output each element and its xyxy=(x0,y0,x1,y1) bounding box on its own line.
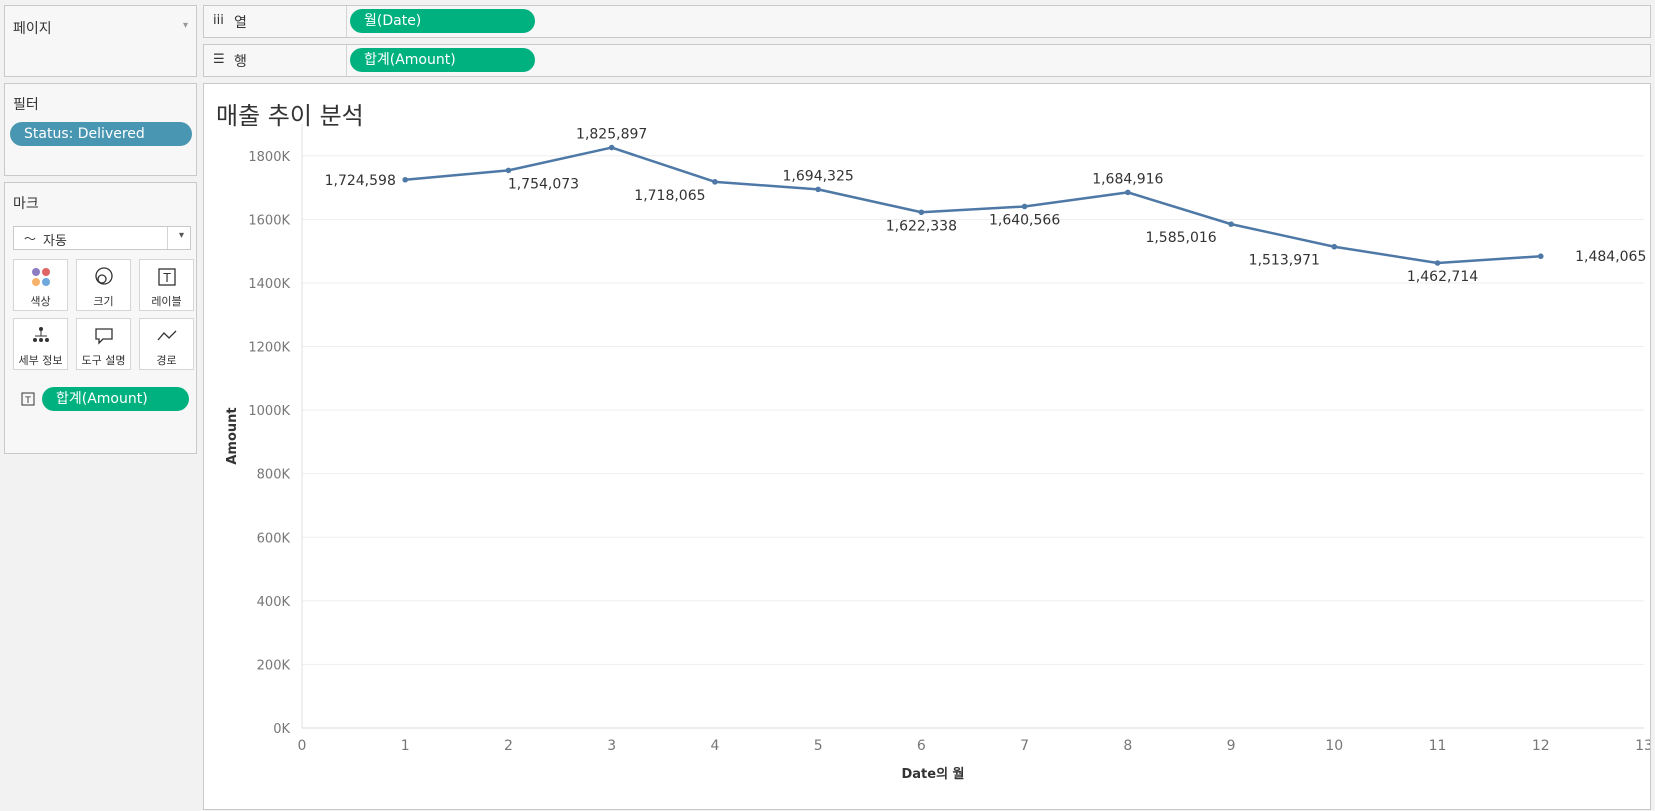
y-tick-label: 0K xyxy=(273,722,290,737)
data-label: 1,718,065 xyxy=(634,188,705,204)
mark-type-value: 자동 xyxy=(43,234,67,249)
data-label: 1,825,897 xyxy=(576,127,647,143)
data-label: 1,694,325 xyxy=(783,168,854,184)
filters-panel: 필터 Status: Delivered xyxy=(4,83,197,176)
y-axis-title: Amount xyxy=(225,407,240,464)
mark-type-divider xyxy=(167,227,168,249)
pages-title: 페이지 xyxy=(13,21,52,37)
series-line xyxy=(405,146,1541,265)
y-tick-label: 1800K xyxy=(248,150,290,165)
columns-label-text: 열 xyxy=(234,15,247,31)
detail-button[interactable]: 세부 정보 xyxy=(13,318,68,370)
y-tick-label: 1400K xyxy=(248,277,290,292)
y-tick-label: 1000K xyxy=(248,404,290,419)
y-tick-label: 800K xyxy=(257,468,291,483)
y-tick-label: 200K xyxy=(257,658,291,673)
pages-panel: 페이지 ▾ xyxy=(4,5,197,77)
line-chart: 0K200K400K600K800K1000K1200K1400K1600K18… xyxy=(225,124,1650,782)
x-tick-label: 6 xyxy=(917,738,926,754)
label-label: 레이블 xyxy=(151,295,182,308)
mark-type-select[interactable]: 〜 자동 ▾ xyxy=(13,226,191,250)
columns-shelf-label: iii 열 xyxy=(204,6,347,37)
data-point xyxy=(1331,243,1338,250)
data-point xyxy=(1228,221,1234,227)
data-point xyxy=(712,179,718,185)
path-icon xyxy=(140,325,193,347)
x-axis-title: Date의 월 xyxy=(901,766,964,782)
marks-title: 마크 xyxy=(13,196,39,212)
rows-label-text: 행 xyxy=(234,54,247,70)
x-tick-label: 11 xyxy=(1429,738,1447,754)
x-tick-label: 2 xyxy=(504,738,513,754)
tooltip-icon xyxy=(77,325,130,347)
chart-view: 매출 추이 분석 0K 200K 400K 600K 800K 1000K 1200K 140… xyxy=(203,83,1651,810)
size-button[interactable]: 크기 xyxy=(76,259,131,311)
y-tick-label: 1600K xyxy=(248,213,290,228)
color-button[interactable]: 색상 xyxy=(13,259,68,311)
x-tick-label: 4 xyxy=(710,738,719,754)
data-label: 1,724,598 xyxy=(325,173,396,189)
filter-pill-status[interactable]: Status: Delivered xyxy=(10,122,192,146)
x-tick-label: 3 xyxy=(607,738,616,754)
label-icon: T xyxy=(140,266,193,288)
y-tick-label: 400K xyxy=(257,595,291,610)
tooltip-label: 도구 설명 xyxy=(81,354,126,367)
x-tick-label: 10 xyxy=(1325,738,1343,754)
x-tick-label: 8 xyxy=(1123,738,1132,754)
data-label: 1,754,073 xyxy=(508,176,579,192)
data-point xyxy=(402,176,409,183)
size-icon xyxy=(77,266,130,288)
detail-icon xyxy=(14,325,67,347)
data-label: 1,640,566 xyxy=(989,212,1060,228)
data-point xyxy=(1434,260,1441,266)
data-point xyxy=(1125,189,1131,196)
data-point xyxy=(608,144,615,151)
data-point xyxy=(1537,253,1544,260)
label-button[interactable]: T 레이블 xyxy=(139,259,194,311)
chevron-down-icon[interactable]: ▾ xyxy=(178,230,184,241)
data-label: 1,684,916 xyxy=(1092,171,1163,187)
data-point xyxy=(815,186,821,193)
rows-shelf-label: ☰ 행 xyxy=(204,45,347,76)
color-label: 색상 xyxy=(30,295,51,308)
y-tick-label: 1200K xyxy=(248,341,290,356)
svg-text:T: T xyxy=(162,271,171,285)
tooltip-button[interactable]: 도구 설명 xyxy=(76,318,131,370)
data-point xyxy=(505,167,512,174)
y-tick-label: 600K xyxy=(257,531,291,546)
rows-icon: ☰ xyxy=(213,52,225,67)
rows-shelf[interactable]: ☰ 행 합계(Amount) xyxy=(203,44,1651,77)
x-tick-label: 0 xyxy=(298,738,307,754)
path-button[interactable]: 경로 xyxy=(139,318,194,370)
size-label: 크기 xyxy=(93,295,114,308)
label-field-icon: T xyxy=(21,391,35,410)
data-point xyxy=(918,209,925,216)
x-tick-label: 5 xyxy=(814,738,823,754)
columns-shelf[interactable]: iii 열 월(Date) xyxy=(203,5,1651,38)
pages-dropdown-icon[interactable]: ▾ xyxy=(182,20,188,31)
x-tick-label: 7 xyxy=(1020,738,1029,754)
color-icon xyxy=(14,266,67,288)
data-label: 1,513,971 xyxy=(1249,253,1320,269)
x-tick-label: 13 xyxy=(1635,738,1650,754)
x-tick-label: 1 xyxy=(401,738,410,754)
data-point xyxy=(1021,203,1028,210)
data-label: 1,484,065 xyxy=(1575,249,1646,265)
x-tick-label: 12 xyxy=(1532,738,1550,754)
label-pill-sum-amount[interactable]: 합계(Amount) xyxy=(42,387,189,411)
data-label: 1,462,714 xyxy=(1407,269,1478,285)
columns-pill-month-date[interactable]: 월(Date) xyxy=(350,9,535,33)
svg-text:T: T xyxy=(24,396,31,406)
path-label: 경로 xyxy=(156,354,177,367)
filters-title: 필터 xyxy=(13,97,39,113)
data-label: 1,585,016 xyxy=(1145,230,1216,246)
detail-label: 세부 정보 xyxy=(18,354,63,367)
chart-title: 매출 추이 분석 xyxy=(216,102,364,130)
rows-pill-sum-amount[interactable]: 합계(Amount) xyxy=(350,48,535,72)
x-tick-label: 9 xyxy=(1227,738,1236,754)
line-mark-icon: 〜 xyxy=(24,232,37,246)
columns-icon: iii xyxy=(213,13,224,28)
data-label: 1,622,338 xyxy=(886,218,957,234)
marks-panel: 마크 〜 자동 ▾ 색상 크기 T 레이블 세부 정보 도구 설명 xyxy=(4,182,197,454)
